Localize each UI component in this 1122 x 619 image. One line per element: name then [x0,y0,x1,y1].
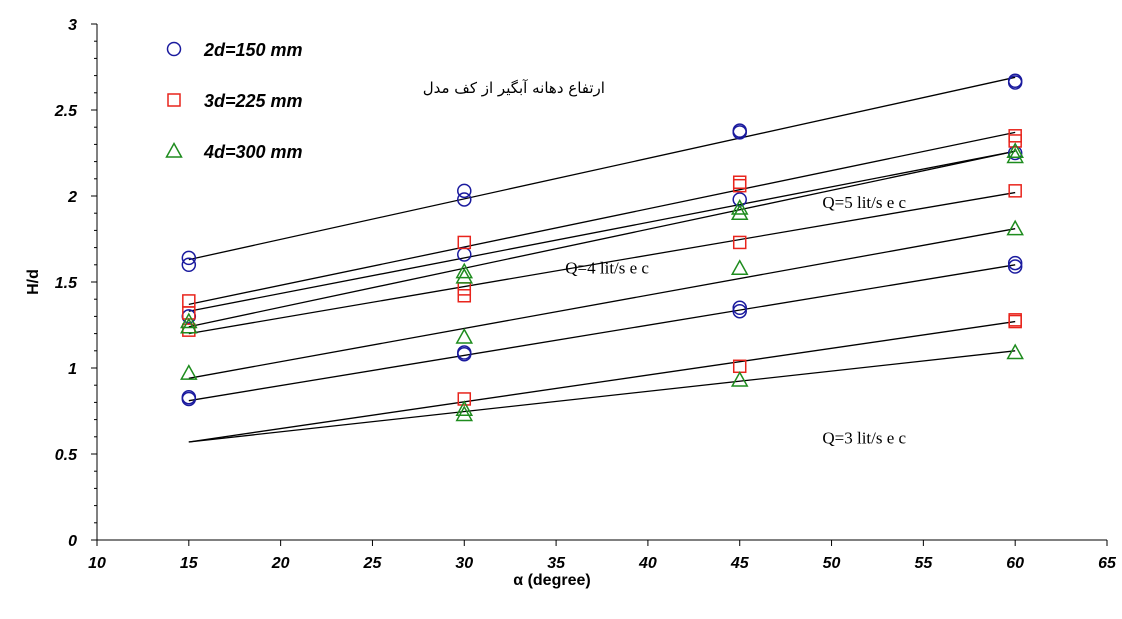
y-axis-title: H/d [25,269,42,295]
data-point-square [732,235,747,250]
data-points [180,73,1024,422]
y-tick-label: 3 [68,17,77,34]
x-tick-label: 35 [547,555,566,572]
fit-line [188,320,1016,443]
legend-marker-square [167,93,181,107]
x-tick-label: 55 [914,555,933,572]
fit-lines [188,76,1016,443]
x-tick-label: 40 [638,555,657,572]
x-ticks: 10 15 20 25 30 35 40 45 50 55 60 65 [88,540,1117,572]
legend-label: 2d=150 mm [203,40,303,60]
annotation-flow-rate: Q=5 lit/s e c [822,193,906,212]
legend-marker-triangle [165,141,183,158]
fit-line [188,228,1016,379]
legend-label: 3d=225 mm [204,91,303,111]
data-point-circle [181,391,197,407]
legend-marker-circle [166,41,182,57]
data-point-circle [1007,255,1023,271]
data-point-circle [181,250,197,266]
data-point-circle [732,303,747,319]
data-point-triangle [455,400,474,417]
x-tick-label: 45 [730,555,750,572]
data-point-square [182,294,196,308]
y-tick-label: 1 [68,361,77,378]
data-point-triangle [1006,219,1024,236]
fit-line [188,264,1016,402]
data-point-triangle [455,327,474,344]
data-point-square [457,289,472,303]
y-tick-label: 2.5 [54,103,78,120]
data-point-circle [457,247,472,262]
annotation-note: ارتفاع دهانه آبگیر از کف مدل [423,79,605,97]
data-point-circle [457,183,472,199]
data-point-square [1008,184,1022,198]
annotation-flow-rate: Q=3 lit/s e c [822,429,906,448]
data-point-square [457,235,472,250]
data-point-square [457,392,472,406]
y-tick-label: 2 [67,189,77,206]
y-tick-label: 0.5 [55,447,78,464]
x-axis-title: α (degree) [513,572,590,589]
data-point-circle [1007,75,1023,90]
annotations: ارتفاع دهانه آبگیر از کف مدل Q=5 lit/s e … [423,79,907,448]
data-point-triangle [180,312,198,329]
data-point-circle [457,192,472,207]
data-point-triangle [180,364,198,380]
x-tick-label: 30 [455,555,473,572]
data-point-triangle [1006,147,1024,164]
data-point-triangle [180,317,198,334]
annotation-flow-rate: Q=4 lit/s e c [565,258,649,277]
data-point-circle [181,257,197,273]
x-tick-label: 20 [271,555,290,572]
data-point-triangle [730,198,749,215]
data-point-square [1008,314,1022,329]
data-point-triangle [455,405,474,422]
plot-area: 0 0.5 1 1.5 2 2.5 3 10 15 20 25 30 35 40 45 50 55 60 65 ا… [54,17,1117,572]
data-point-triangle [455,267,474,284]
data-point-triangle [730,259,749,275]
fit-line [188,76,1016,261]
data-point-circle [1007,259,1023,274]
x-tick-label: 50 [823,555,841,572]
data-point-triangle [730,370,749,387]
data-point-triangle [730,204,749,220]
y-tick-label: 0 [68,533,77,550]
data-point-triangle [1006,142,1024,159]
x-tick-label: 25 [363,555,383,572]
fit-line [188,131,1016,305]
fit-line [188,150,1016,312]
data-point-circle [732,125,747,140]
legend: 2d=150 mm 3d=225 mm 4d=300 mm [165,40,303,162]
x-tick-label: 65 [1098,555,1117,572]
fit-line [188,350,1016,443]
data-point-circle [457,346,472,362]
legend-label: 4d=300 mm [203,142,303,162]
x-tick-label: 10 [88,555,106,572]
fit-line [188,191,1016,335]
data-point-triangle [455,262,474,279]
fit-line [188,150,1016,328]
data-point-square [1008,129,1022,143]
x-tick-label: 15 [180,555,199,572]
data-point-square [457,282,472,296]
data-point-triangle [1006,343,1024,360]
y-ticks: 0 0.5 1 1.5 2 2.5 3 [54,17,97,550]
data-point-square [1008,134,1022,148]
y-tick-label: 1.5 [55,275,78,292]
x-tick-label: 60 [1006,555,1024,572]
data-point-square [732,175,747,189]
data-point-circle [732,300,747,316]
data-point-square [732,178,747,193]
